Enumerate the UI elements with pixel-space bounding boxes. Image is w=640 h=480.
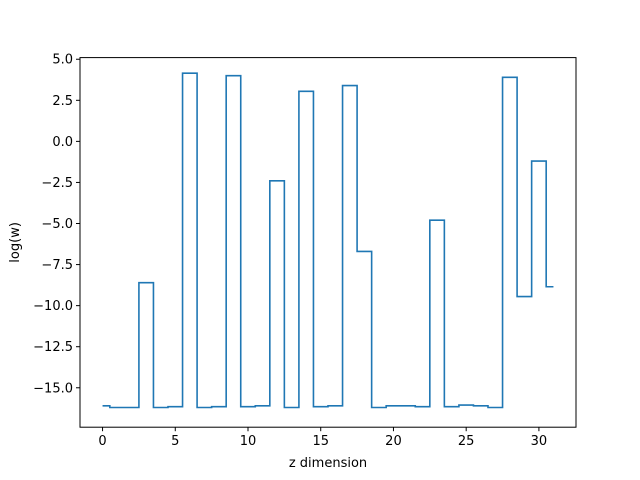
y-tick-label: −5.0	[41, 217, 73, 232]
y-axis-label: log(w)	[8, 222, 23, 263]
y-tick-label: 2.5	[52, 94, 73, 109]
x-tick-label: 30	[531, 434, 548, 449]
x-axis-label: z dimension	[289, 456, 367, 471]
y-tick-label: −2.5	[41, 176, 73, 191]
x-tick-label: 15	[312, 434, 329, 449]
x-tick-label: 20	[385, 434, 402, 449]
x-tick-label: 5	[171, 434, 179, 449]
x-tick-label: 25	[458, 434, 475, 449]
y-tick-label: −15.0	[33, 381, 73, 396]
x-tick-label: 10	[240, 434, 257, 449]
axes-frame	[79, 57, 577, 428]
y-tick-label: −12.5	[33, 340, 73, 355]
y-tick-label: −7.5	[41, 258, 73, 273]
plot-area	[102, 72, 554, 409]
series-line-0	[102, 72, 554, 409]
y-tick-label: 0.0	[52, 135, 73, 150]
y-tick-label: −10.0	[33, 299, 73, 314]
x-tick-label: 0	[98, 434, 106, 449]
y-tick-label: 5.0	[52, 53, 73, 68]
y-axis-ticks: 5.0 2.5 0.0 −2.5 −5.0 −7.5 −10.0 −12.5 −15.0	[33, 53, 80, 396]
x-axis-ticks: 0 5 10 15 20 25 30	[98, 427, 547, 449]
